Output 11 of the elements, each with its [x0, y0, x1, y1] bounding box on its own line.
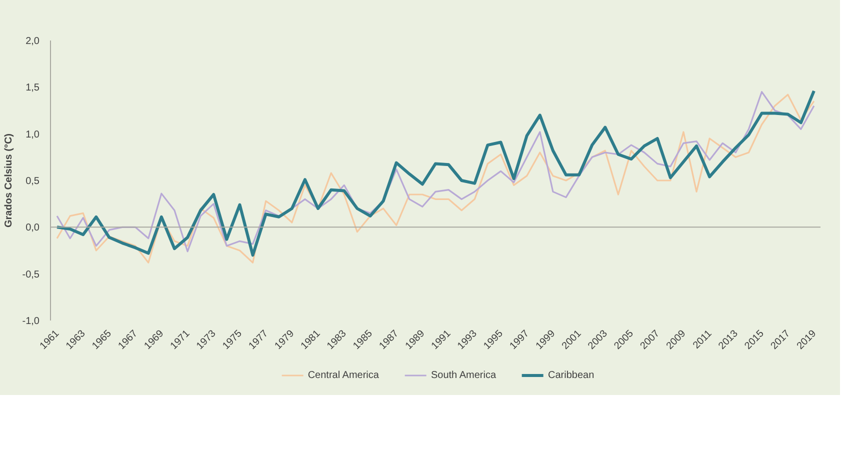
y-tick-label: 1,5: [26, 82, 40, 94]
y-tick-label: -0,5: [22, 269, 40, 280]
legend-label: South America: [430, 370, 496, 380]
y-tick-label: -1,0: [22, 316, 40, 327]
y-tick-label: 0,0: [26, 222, 40, 234]
y-tick-label: 2,0: [26, 36, 40, 47]
y-tick-label: 0,5: [26, 176, 40, 187]
y-axis-title: Grados Celsius (°C): [3, 133, 14, 228]
legend-label: Central America: [308, 370, 379, 380]
legend-label: Caribbean: [548, 370, 594, 380]
y-tick-label: 1,0: [26, 129, 40, 140]
